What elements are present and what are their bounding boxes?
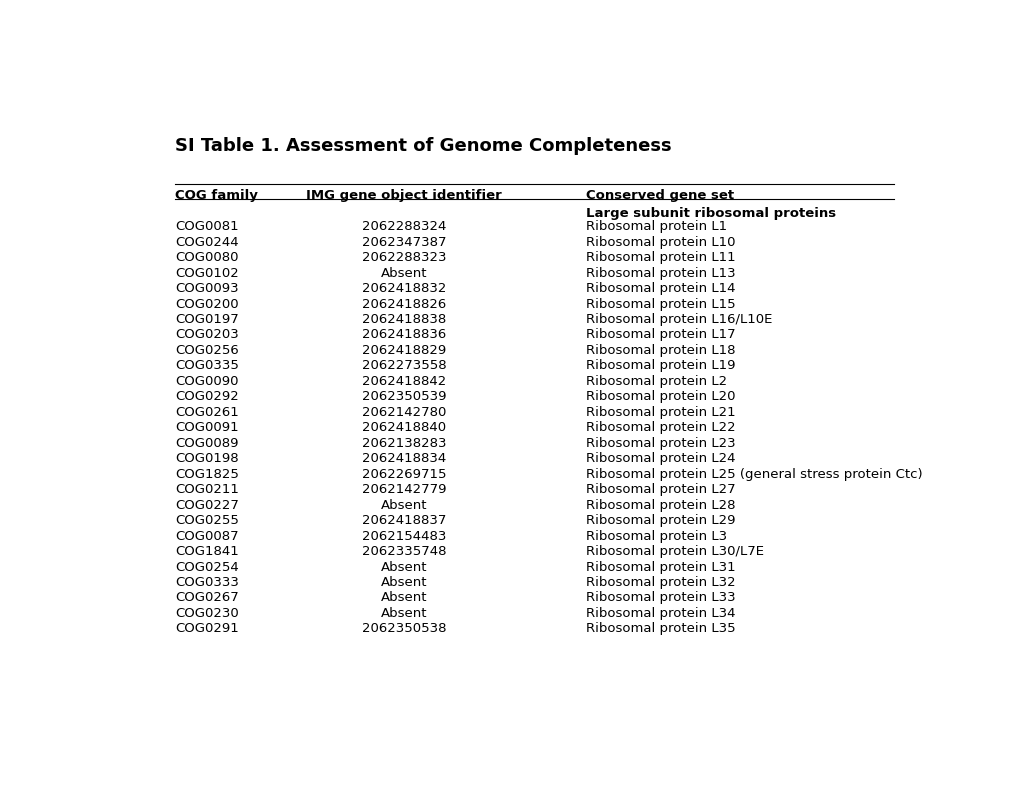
Text: Ribosomal protein L32: Ribosomal protein L32: [585, 576, 735, 589]
Text: 2062288323: 2062288323: [362, 251, 446, 264]
Text: Ribosomal protein L3: Ribosomal protein L3: [585, 530, 727, 543]
Text: Ribosomal protein L21: Ribosomal protein L21: [585, 406, 735, 419]
Text: COG0080: COG0080: [175, 251, 238, 264]
Text: 2062418838: 2062418838: [362, 313, 446, 326]
Text: 2062347387: 2062347387: [362, 236, 446, 249]
Text: Large subunit ribosomal proteins: Large subunit ribosomal proteins: [585, 206, 836, 220]
Text: COG0291: COG0291: [175, 623, 238, 635]
Text: 2062288324: 2062288324: [362, 220, 446, 233]
Text: COG0256: COG0256: [175, 344, 238, 357]
Text: Ribosomal protein L23: Ribosomal protein L23: [585, 437, 735, 450]
Text: Ribosomal protein L20: Ribosomal protein L20: [585, 390, 735, 403]
Text: COG0093: COG0093: [175, 282, 238, 295]
Text: SI Table 1. Assessment of Genome Completeness: SI Table 1. Assessment of Genome Complet…: [175, 137, 671, 155]
Text: IMG gene object identifier: IMG gene object identifier: [306, 188, 501, 202]
Text: COG0254: COG0254: [175, 560, 238, 574]
Text: COG family: COG family: [175, 188, 258, 202]
Text: Ribosomal protein L13: Ribosomal protein L13: [585, 266, 735, 280]
Text: Absent: Absent: [380, 266, 427, 280]
Text: Ribosomal protein L22: Ribosomal protein L22: [585, 422, 735, 434]
Text: 2062138283: 2062138283: [362, 437, 446, 450]
Text: COG0335: COG0335: [175, 359, 238, 373]
Text: COG0267: COG0267: [175, 592, 238, 604]
Text: Ribosomal protein L14: Ribosomal protein L14: [585, 282, 735, 295]
Text: 2062350539: 2062350539: [362, 390, 446, 403]
Text: COG0197: COG0197: [175, 313, 238, 326]
Text: COG1825: COG1825: [175, 468, 238, 481]
Text: Ribosomal protein L1: Ribosomal protein L1: [585, 220, 727, 233]
Text: Ribosomal protein L2: Ribosomal protein L2: [585, 375, 727, 388]
Text: Absent: Absent: [380, 499, 427, 511]
Text: 2062142780: 2062142780: [362, 406, 446, 419]
Text: Conserved gene set: Conserved gene set: [585, 188, 734, 202]
Text: COG0102: COG0102: [175, 266, 238, 280]
Text: COG0090: COG0090: [175, 375, 238, 388]
Text: 2062418834: 2062418834: [362, 452, 446, 465]
Text: Absent: Absent: [380, 592, 427, 604]
Text: Absent: Absent: [380, 560, 427, 574]
Text: 2062269715: 2062269715: [362, 468, 446, 481]
Text: 2062418826: 2062418826: [362, 298, 446, 310]
Text: Ribosomal protein L30/L7E: Ribosomal protein L30/L7E: [585, 545, 763, 558]
Text: COG0089: COG0089: [175, 437, 238, 450]
Text: 2062418829: 2062418829: [362, 344, 446, 357]
Text: COG0244: COG0244: [175, 236, 238, 249]
Text: Ribosomal protein L29: Ribosomal protein L29: [585, 514, 735, 527]
Text: Ribosomal protein L17: Ribosomal protein L17: [585, 329, 735, 341]
Text: COG0255: COG0255: [175, 514, 238, 527]
Text: COG0333: COG0333: [175, 576, 238, 589]
Text: Ribosomal protein L24: Ribosomal protein L24: [585, 452, 735, 465]
Text: Ribosomal protein L33: Ribosomal protein L33: [585, 592, 735, 604]
Text: 2062273558: 2062273558: [362, 359, 446, 373]
Text: COG1841: COG1841: [175, 545, 238, 558]
Text: COG0081: COG0081: [175, 220, 238, 233]
Text: Ribosomal protein L28: Ribosomal protein L28: [585, 499, 735, 511]
Text: COG0261: COG0261: [175, 406, 238, 419]
Text: 2062350538: 2062350538: [362, 623, 446, 635]
Text: Ribosomal protein L11: Ribosomal protein L11: [585, 251, 735, 264]
Text: COG0227: COG0227: [175, 499, 238, 511]
Text: Ribosomal protein L10: Ribosomal protein L10: [585, 236, 735, 249]
Text: 2062418837: 2062418837: [362, 514, 446, 527]
Text: Ribosomal protein L35: Ribosomal protein L35: [585, 623, 735, 635]
Text: Ribosomal protein L31: Ribosomal protein L31: [585, 560, 735, 574]
Text: COG0200: COG0200: [175, 298, 238, 310]
Text: Ribosomal protein L19: Ribosomal protein L19: [585, 359, 735, 373]
Text: 2062418836: 2062418836: [362, 329, 446, 341]
Text: COG0087: COG0087: [175, 530, 238, 543]
Text: Ribosomal protein L27: Ribosomal protein L27: [585, 483, 735, 496]
Text: 2062418840: 2062418840: [362, 422, 445, 434]
Text: Ribosomal protein L34: Ribosomal protein L34: [585, 607, 735, 620]
Text: COG0211: COG0211: [175, 483, 238, 496]
Text: Absent: Absent: [380, 576, 427, 589]
Text: 2062154483: 2062154483: [362, 530, 446, 543]
Text: COG0198: COG0198: [175, 452, 238, 465]
Text: Ribosomal protein L15: Ribosomal protein L15: [585, 298, 735, 310]
Text: Ribosomal protein L18: Ribosomal protein L18: [585, 344, 735, 357]
Text: Ribosomal protein L16/L10E: Ribosomal protein L16/L10E: [585, 313, 771, 326]
Text: Ribosomal protein L25 (general stress protein Ctc): Ribosomal protein L25 (general stress pr…: [585, 468, 922, 481]
Text: 2062142779: 2062142779: [362, 483, 446, 496]
Text: COG0230: COG0230: [175, 607, 238, 620]
Text: 2062418832: 2062418832: [362, 282, 446, 295]
Text: Absent: Absent: [380, 607, 427, 620]
Text: 2062335748: 2062335748: [362, 545, 446, 558]
Text: 2062418842: 2062418842: [362, 375, 446, 388]
Text: COG0203: COG0203: [175, 329, 238, 341]
Text: COG0091: COG0091: [175, 422, 238, 434]
Text: COG0292: COG0292: [175, 390, 238, 403]
